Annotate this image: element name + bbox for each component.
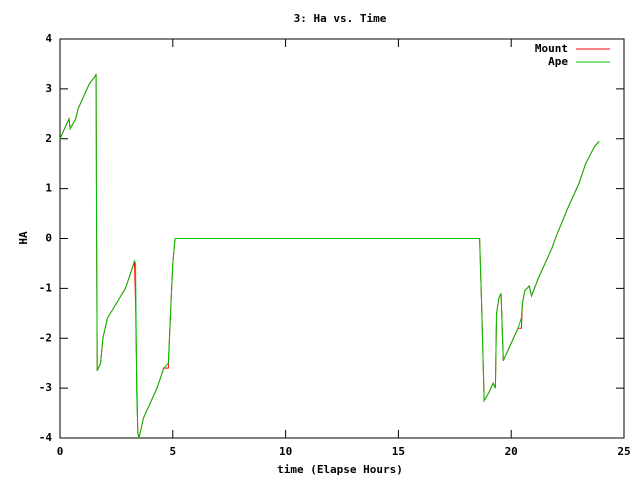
x-tick-label: 5 [169,445,176,458]
legend-label: Ape [548,55,568,68]
y-tick-label: -3 [39,381,52,394]
series-line [59,73,600,439]
y-tick-label: 0 [45,232,52,245]
y-tick-label: 1 [45,182,52,195]
y-tick-label: -1 [39,281,53,294]
legend-label: Mount [535,42,568,55]
y-tick-label: 2 [45,132,52,145]
series-line [59,73,600,439]
x-tick-label: 0 [57,445,64,458]
chart-title: 3: Ha vs. Time [294,12,387,25]
y-tick-label: -2 [39,331,52,344]
y-tick-label: 3 [45,82,52,95]
y-tick-label: 4 [45,32,52,45]
x-tick-label: 25 [617,445,630,458]
x-tick-label: 10 [279,445,292,458]
y-tick-label: -4 [39,431,53,444]
y-axis-label: HA [17,231,30,245]
x-tick-label: 15 [392,445,405,458]
x-tick-label: 20 [505,445,518,458]
x-axis-label: time (Elapse Hours) [277,463,403,476]
